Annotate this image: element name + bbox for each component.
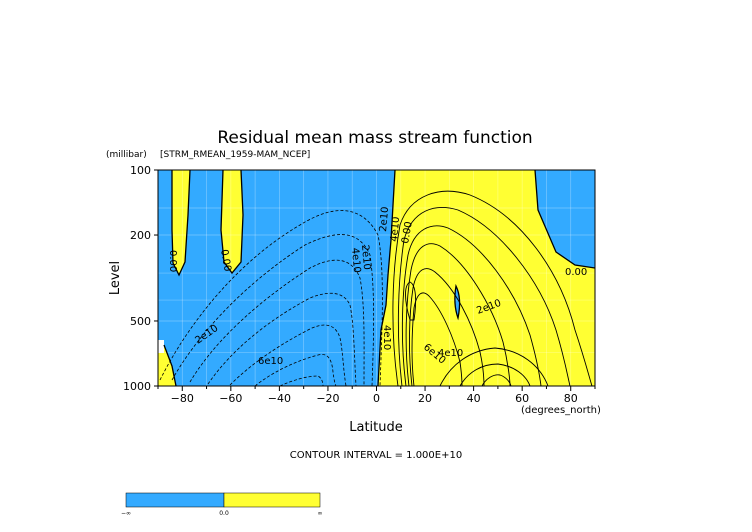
colorbar: −∞ 0.0 ∞ (121, 492, 323, 517)
y-axis: 100 200 500 1000 (123, 164, 158, 393)
colorbar-positive (223, 492, 321, 508)
colorbar-label-max: ∞ (318, 510, 323, 517)
contour-label: 2e10 (359, 244, 372, 270)
x-tick-label: −40 (268, 392, 291, 405)
x-units-label: (degrees_north) (521, 405, 601, 416)
y-tick-label: 100 (130, 164, 151, 177)
contour-interval-note: CONTOUR INTERVAL = 1.000E+10 (290, 450, 462, 461)
y-tick-label: 200 (130, 229, 151, 242)
colorbar-label-min: −∞ (121, 510, 131, 517)
contour-label: 4e10 (349, 247, 362, 273)
x-tick-label: 40 (467, 392, 481, 405)
positive-surface-sp (158, 345, 176, 386)
x-axis-label: Latitude (349, 420, 403, 435)
contour-label: 0.00 (167, 250, 178, 272)
x-tick-label: −20 (316, 392, 339, 405)
units-label-y: (millibar) (106, 150, 147, 160)
x-tick-label: 60 (515, 392, 529, 405)
x-tick-label: 20 (418, 392, 432, 405)
chart-subtitle: [STRM_RMEAN_1959-MAM_NCEP] (160, 150, 310, 160)
y-axis-label: Level (108, 261, 123, 295)
positive-finger-2 (221, 170, 243, 273)
contour-label: 0.00 (218, 249, 233, 273)
negative-contours (159, 210, 383, 386)
contour-label: 6e10 (258, 356, 283, 367)
colorbar-negative (125, 492, 225, 508)
colorbar-label-zero: 0.0 (219, 510, 229, 517)
chart-title: Residual mean mass stream function (217, 128, 532, 148)
positive-contours (392, 190, 593, 386)
x-tick-label: −80 (171, 392, 194, 405)
contour-label: 0.00 (400, 221, 415, 245)
x-tick-label: 0 (373, 392, 380, 405)
contour-label: 4e10 (438, 348, 463, 359)
contour-label: 0.00 (565, 267, 587, 278)
contour-label: 4e10 (381, 325, 392, 350)
grid (158, 170, 595, 386)
positive-region-main (378, 170, 595, 386)
contour-label: 2e10 (378, 206, 391, 232)
y-tick-label: 500 (130, 315, 151, 328)
x-tick-label: 80 (564, 392, 578, 405)
missing-data-patch (158, 340, 164, 353)
plot-area: 0.00 0.00 0.00 2e10 4e10 2e10 6e10 2e10 … (158, 170, 595, 386)
y-tick-label: 1000 (123, 380, 151, 393)
x-tick-label: −60 (219, 392, 242, 405)
contour-label: 4e10 (389, 216, 402, 242)
x-axis: −80 −60 −40 −20 0 20 40 60 80 (157, 386, 596, 405)
zero-contours (163, 170, 595, 386)
